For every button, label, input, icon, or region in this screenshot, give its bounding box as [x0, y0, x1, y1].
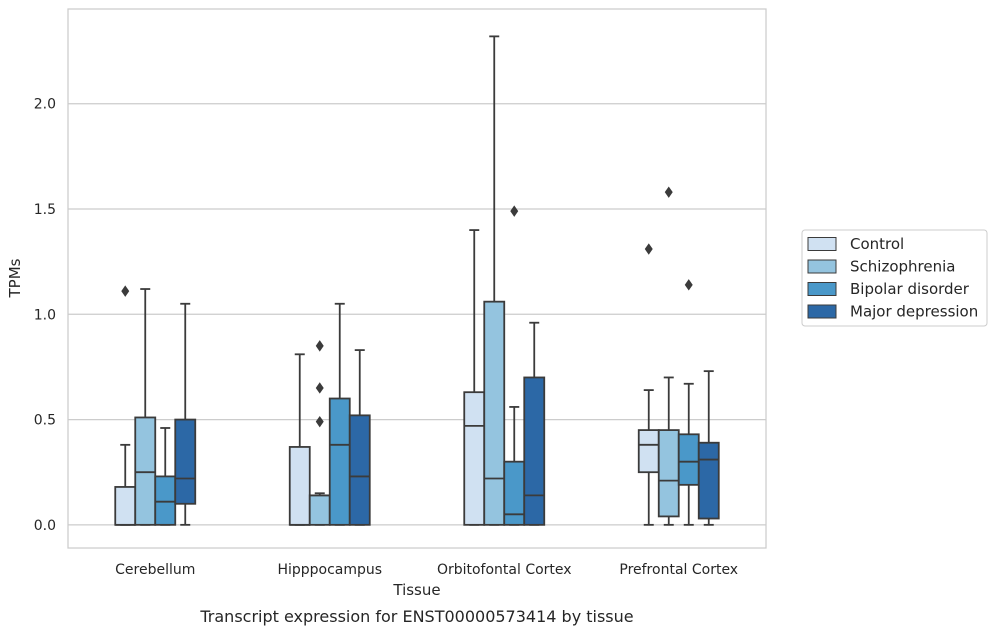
y-tick-label: 2.0: [34, 97, 56, 113]
x-tick-label: Orbitofontal Cortex: [437, 562, 572, 578]
box-layer: [114, 35, 720, 526]
box-group: [114, 285, 137, 526]
legend-swatch: [807, 304, 837, 319]
x-tick-label: Cerebellum: [115, 562, 195, 578]
outlier-point: [644, 243, 653, 255]
box-group: [154, 427, 177, 526]
x-tick-labels: Cerebellum Hipppocampus Orbitofontal Corte…: [115, 562, 738, 578]
y-tick-label: 0.0: [34, 518, 56, 534]
box-iqr: [523, 376, 546, 526]
legend-swatch: [807, 237, 837, 251]
box-iqr: [308, 494, 331, 526]
plot-frame: [67, 8, 767, 549]
x-tick-label: Prefrontal Cortex: [619, 562, 738, 578]
legend-label: Bipolar disorder: [850, 280, 970, 298]
legend-items: Control Schizophrenia Bipolar disorder Majo…: [807, 235, 978, 321]
outlier-point: [121, 285, 130, 297]
box-iqr: [657, 429, 680, 518]
y-axis-label: TPMs: [6, 258, 24, 298]
box-iqr: [154, 475, 177, 526]
box-iqr: [463, 391, 486, 526]
legend-swatch: [807, 259, 837, 274]
box-group: [483, 35, 506, 526]
outlier-point: [510, 205, 519, 217]
box-iqr: [503, 460, 526, 526]
box-group: [463, 229, 486, 526]
box-iqr: [288, 446, 311, 526]
box-group: [308, 340, 331, 526]
box-group: [288, 353, 311, 526]
box-group: [174, 302, 197, 526]
outlier-point: [684, 279, 693, 291]
box-iqr: [348, 414, 371, 526]
box-group: [657, 186, 680, 526]
legend-label: Control: [850, 235, 904, 253]
outlier-point: [315, 415, 324, 428]
box-iqr: [677, 433, 700, 486]
box-group: [134, 288, 157, 526]
box-group: [348, 349, 371, 526]
box-iqr: [697, 441, 720, 520]
box-iqr: [483, 300, 506, 526]
figure-caption: Transcript expression for ENST0000057341…: [199, 607, 633, 626]
box-iqr: [134, 416, 157, 526]
y-tick-label: 1.5: [34, 202, 56, 218]
x-tick-label: Hipppocampus: [277, 562, 382, 578]
y-tick-label: 0.5: [34, 413, 56, 429]
x-axis-label: Tissue: [392, 581, 440, 599]
y-tick-label: 1.0: [34, 307, 56, 323]
legend-label: Major depression: [850, 303, 978, 321]
box-group: [523, 321, 546, 526]
box-iqr: [174, 418, 197, 505]
outlier-point: [664, 186, 673, 198]
outlier-point: [315, 382, 324, 394]
legend-swatch: [807, 282, 837, 296]
outlier-point: [315, 340, 324, 352]
box-iqr: [114, 486, 137, 526]
box-group: [328, 302, 351, 526]
box-group: [503, 205, 526, 526]
box-group: [637, 243, 660, 526]
box-iqr: [637, 429, 660, 474]
box-iqr: [328, 397, 351, 526]
legend-label: Schizophrenia: [850, 258, 955, 276]
box-group: [677, 279, 700, 526]
legend-frame: [801, 229, 988, 327]
y-tick-labels: 0.0 0.5 1.0 1.5 2.0: [34, 97, 56, 534]
legend: Control Schizophrenia Bipolar disorder Majo…: [801, 229, 988, 327]
box-group: [697, 370, 720, 526]
